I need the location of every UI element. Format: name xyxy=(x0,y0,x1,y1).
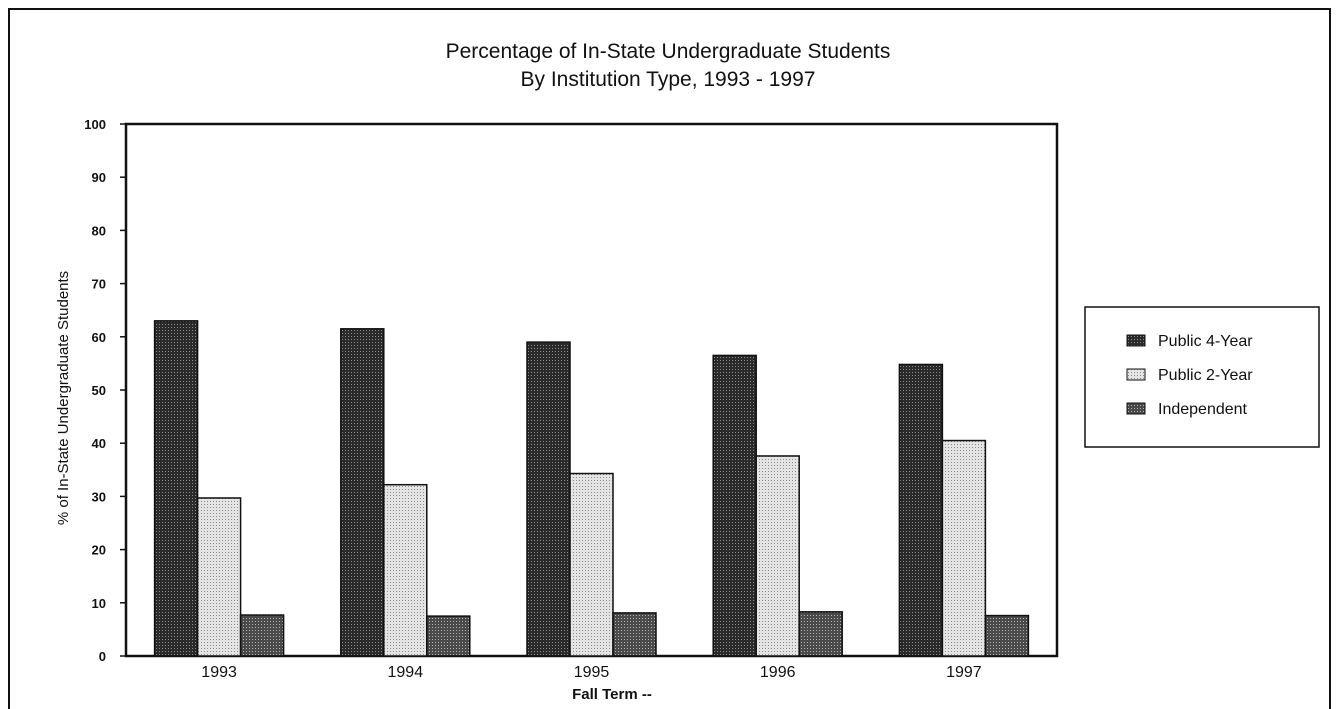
bar-public-4-year-1994 xyxy=(340,328,385,657)
bar-independent-1995 xyxy=(612,612,657,657)
legend-label: Public 4-Year xyxy=(1158,333,1253,350)
y-tick-label: 30 xyxy=(92,489,106,504)
bar-independent-1997 xyxy=(984,614,1030,657)
bar-public-2-year-1993 xyxy=(196,497,242,657)
bar-public-4-year-1997 xyxy=(898,363,944,657)
legend-label: Public 2-Year xyxy=(1158,367,1253,384)
bar-public-2-year-1996 xyxy=(755,455,800,657)
y-tick-label: 80 xyxy=(92,223,106,238)
chart-frame xyxy=(8,8,1331,709)
bar-public-4-year-1993 xyxy=(153,320,199,657)
legend-swatch xyxy=(1126,334,1146,347)
y-tick-label: 70 xyxy=(92,277,106,292)
legend-box xyxy=(1084,306,1320,448)
bar-public-2-year-1997 xyxy=(941,439,987,657)
y-tick-label: 20 xyxy=(92,543,106,558)
x-tick-label: 1995 xyxy=(574,664,610,681)
y-tick-label: 40 xyxy=(92,436,106,451)
x-tick-label: 1993 xyxy=(201,664,237,681)
y-tick-label: 90 xyxy=(92,170,106,185)
y-tick-label: 60 xyxy=(92,330,106,345)
legend: Public 4-Year Public 2-Year Independent xyxy=(1084,306,1320,448)
chart-subtitle: By Institution Type, 1993 - 1997 xyxy=(521,68,816,91)
y-axis: 0 10 20 30 40 50 60 70 80 90 100 xyxy=(84,117,126,664)
bars xyxy=(153,320,1030,657)
legend-label: Independent xyxy=(1158,401,1248,418)
bar-public-2-year-1994 xyxy=(383,483,428,657)
y-tick-label: 50 xyxy=(92,383,106,398)
y-axis-label: % of In-State Undergraduate Students xyxy=(55,271,72,525)
x-tick-label: 1997 xyxy=(946,664,982,681)
bar-public-2-year-1995 xyxy=(569,472,614,657)
y-tick-label: 0 xyxy=(99,649,106,664)
x-axis-label: Fall Term -- xyxy=(572,686,652,703)
bar-independent-1996 xyxy=(798,611,843,657)
bar-public-4-year-1996 xyxy=(712,354,757,657)
y-tick-label: 100 xyxy=(84,117,106,132)
legend-swatch xyxy=(1126,402,1146,415)
bar-independent-1994 xyxy=(426,615,471,657)
x-axis: 1993 1994 1995 1996 1997 xyxy=(201,664,981,681)
chart-title: Percentage of In-State Undergraduate Stu… xyxy=(446,40,891,63)
bar-public-4-year-1995 xyxy=(526,341,571,657)
x-tick-label: 1994 xyxy=(388,664,424,681)
legend-swatch xyxy=(1126,368,1146,381)
y-tick-label: 10 xyxy=(92,596,106,611)
bar-independent-1993 xyxy=(239,614,285,657)
x-tick-label: 1996 xyxy=(760,664,796,681)
